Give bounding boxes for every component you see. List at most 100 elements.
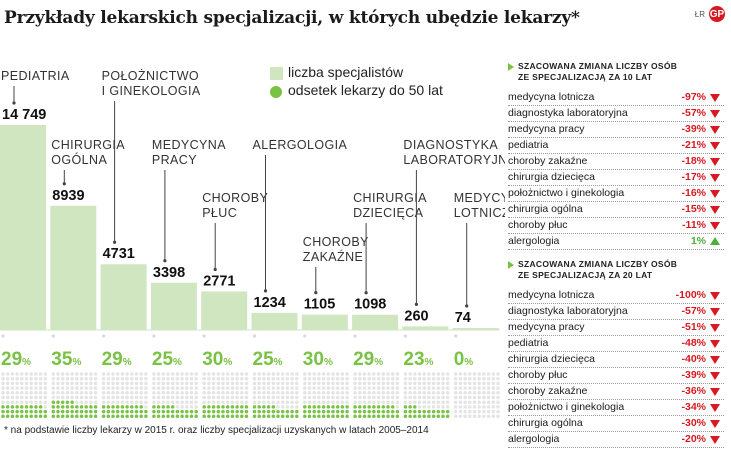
dot-filled [367, 414, 371, 419]
dot-filled [262, 405, 266, 409]
arrow-down-icon [710, 404, 720, 412]
dot-empty [130, 376, 134, 381]
dot-empty [15, 372, 19, 376]
dot-empty [441, 400, 445, 404]
dot-filled [362, 409, 367, 414]
dot-empty [20, 400, 24, 404]
dot-empty [271, 386, 276, 390]
dot-empty [491, 395, 496, 400]
change-row-label: medycyna pracy [508, 123, 585, 135]
dot-empty [106, 372, 111, 376]
dot-empty [180, 372, 184, 376]
dot-filled [5, 414, 10, 419]
change-row-value: -30% [681, 417, 706, 429]
dot-filled [307, 414, 312, 419]
dot-empty [29, 381, 33, 386]
dot-filled [65, 409, 70, 414]
dot-empty [477, 391, 481, 395]
dot-empty [358, 381, 362, 386]
dot-empty [408, 386, 412, 390]
dot-empty [403, 395, 408, 400]
dot-empty [240, 400, 244, 404]
dot-empty [134, 391, 139, 395]
dot-empty [84, 400, 88, 404]
dot-empty [312, 386, 316, 390]
dot-filled [235, 405, 239, 409]
dot-empty [93, 391, 98, 395]
dot-empty [125, 381, 129, 386]
dot-empty [403, 386, 408, 390]
leader-dot [163, 259, 167, 263]
dot-empty [10, 381, 15, 386]
dot-empty [34, 400, 38, 404]
bar [50, 205, 97, 330]
dot-empty [280, 381, 285, 386]
dot-empty [463, 381, 467, 386]
dot-filled [166, 414, 170, 419]
dot-empty [381, 376, 386, 381]
dot-empty [317, 386, 321, 390]
dot-filled [280, 409, 285, 414]
category-label: PEDIATRIA [1, 69, 70, 83]
dot-filled [51, 400, 56, 404]
percent-unit: % [374, 357, 383, 368]
dot-empty [376, 376, 381, 381]
bar [100, 264, 147, 330]
dot-empty [386, 381, 390, 386]
dot-filled [290, 409, 294, 414]
category-label-line: LOTNICZA [454, 206, 505, 220]
dot-filled [130, 414, 134, 419]
dot-empty [472, 372, 477, 376]
dot-empty [170, 386, 175, 390]
leader-dot [113, 240, 117, 244]
dot-empty [312, 400, 316, 404]
dot-empty [312, 376, 316, 381]
dot-empty [431, 376, 436, 381]
arrow-down-icon [710, 206, 720, 214]
dot-empty [436, 400, 441, 404]
dot-empty [38, 376, 43, 381]
dot-empty [276, 400, 280, 404]
dot-empty [427, 372, 431, 376]
dot-empty [303, 395, 307, 400]
dot-empty [115, 386, 120, 390]
dot-empty [111, 381, 115, 386]
dot-empty [335, 400, 340, 404]
bar-value-label: 14 749 [2, 107, 46, 123]
dot-filled [101, 405, 106, 409]
dot-empty [295, 400, 299, 404]
dot-filled [257, 405, 261, 409]
dot-empty [276, 391, 280, 395]
category-label-line: CHOROBY [303, 235, 369, 249]
dot-empty [38, 372, 43, 376]
dot-empty [175, 405, 180, 409]
dot-empty [144, 391, 148, 395]
dot-empty [331, 400, 335, 404]
dot-empty [386, 386, 390, 390]
category-label-line: POŁOŻNICTWO [102, 69, 199, 83]
dot-empty [15, 400, 19, 404]
dot-empty [331, 381, 335, 386]
dot-empty [79, 395, 84, 400]
dot-filled [89, 405, 93, 409]
dot-empty [106, 381, 111, 386]
dot-empty [170, 395, 175, 400]
dot-empty [340, 395, 345, 400]
dot-filled [43, 409, 48, 414]
percent-unit: % [274, 357, 283, 368]
dot-empty [262, 386, 266, 390]
dot-empty [134, 400, 139, 404]
dot-empty [482, 381, 486, 386]
dot-empty [441, 405, 445, 409]
dot-filled [230, 409, 235, 414]
dot-filled [29, 414, 33, 419]
dot-empty [486, 372, 491, 376]
percent-value: 29 [353, 349, 374, 370]
dot-empty [106, 400, 111, 404]
dot-empty [441, 391, 445, 395]
dot-empty [345, 376, 349, 381]
dot-empty [221, 376, 225, 381]
dot-filled [75, 405, 79, 409]
dot-empty [422, 395, 426, 400]
dot-filled [170, 409, 175, 414]
